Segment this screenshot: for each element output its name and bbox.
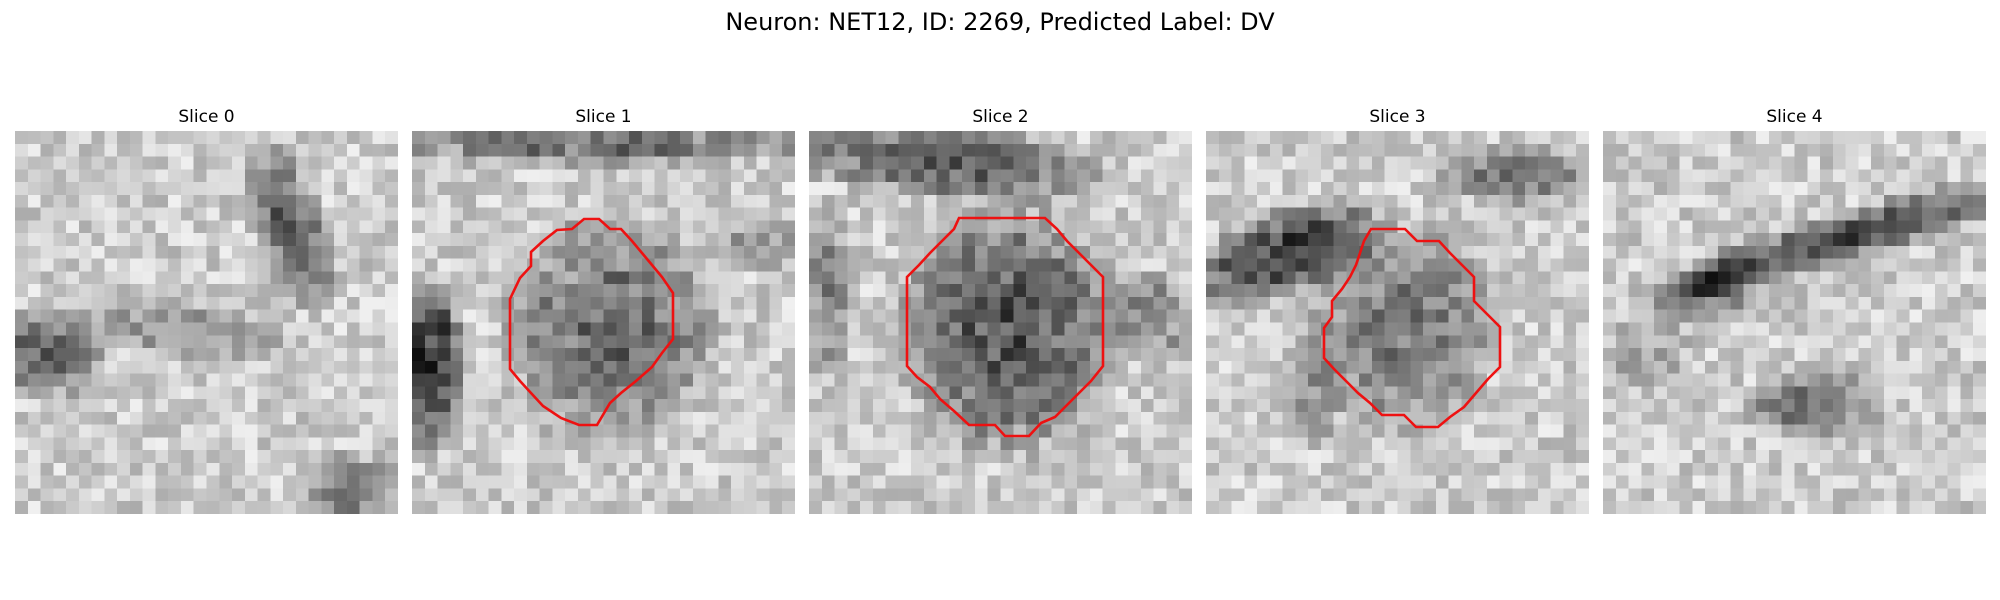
slice-image [15,131,398,514]
roi-outline-path [905,216,1105,438]
slice-panel-4: Slice 4 [1603,106,1986,514]
roi-outline-path [1322,227,1502,429]
slice-title: Slice 0 [178,107,235,127]
slice-image [809,131,1192,514]
figure-title: Neuron: NET12, ID: 2269, Predicted Label… [725,8,1275,36]
slice-panel-3: Slice 3 [1206,106,1589,514]
slice-title: Slice 4 [1766,107,1823,127]
slice-title: Slice 2 [972,107,1029,127]
roi-outline [1322,227,1502,429]
slice-panel-1: Slice 1 [412,106,795,514]
roi-outline [508,217,675,427]
slice-image [1206,131,1589,514]
roi-outline-path [508,217,675,427]
slice-image [1603,131,1986,514]
slice-texture [809,131,1192,514]
slice-texture [15,131,398,514]
roi-outline [905,216,1105,438]
slice-panel-2: Slice 2 [809,106,1192,514]
slice-image [412,131,795,514]
slice-texture [1603,131,1986,514]
slice-title: Slice 3 [1369,107,1426,127]
slice-texture [1206,131,1589,514]
slice-panel-0: Slice 0 [15,106,398,514]
slice-title: Slice 1 [575,107,632,127]
slice-texture [412,131,795,514]
